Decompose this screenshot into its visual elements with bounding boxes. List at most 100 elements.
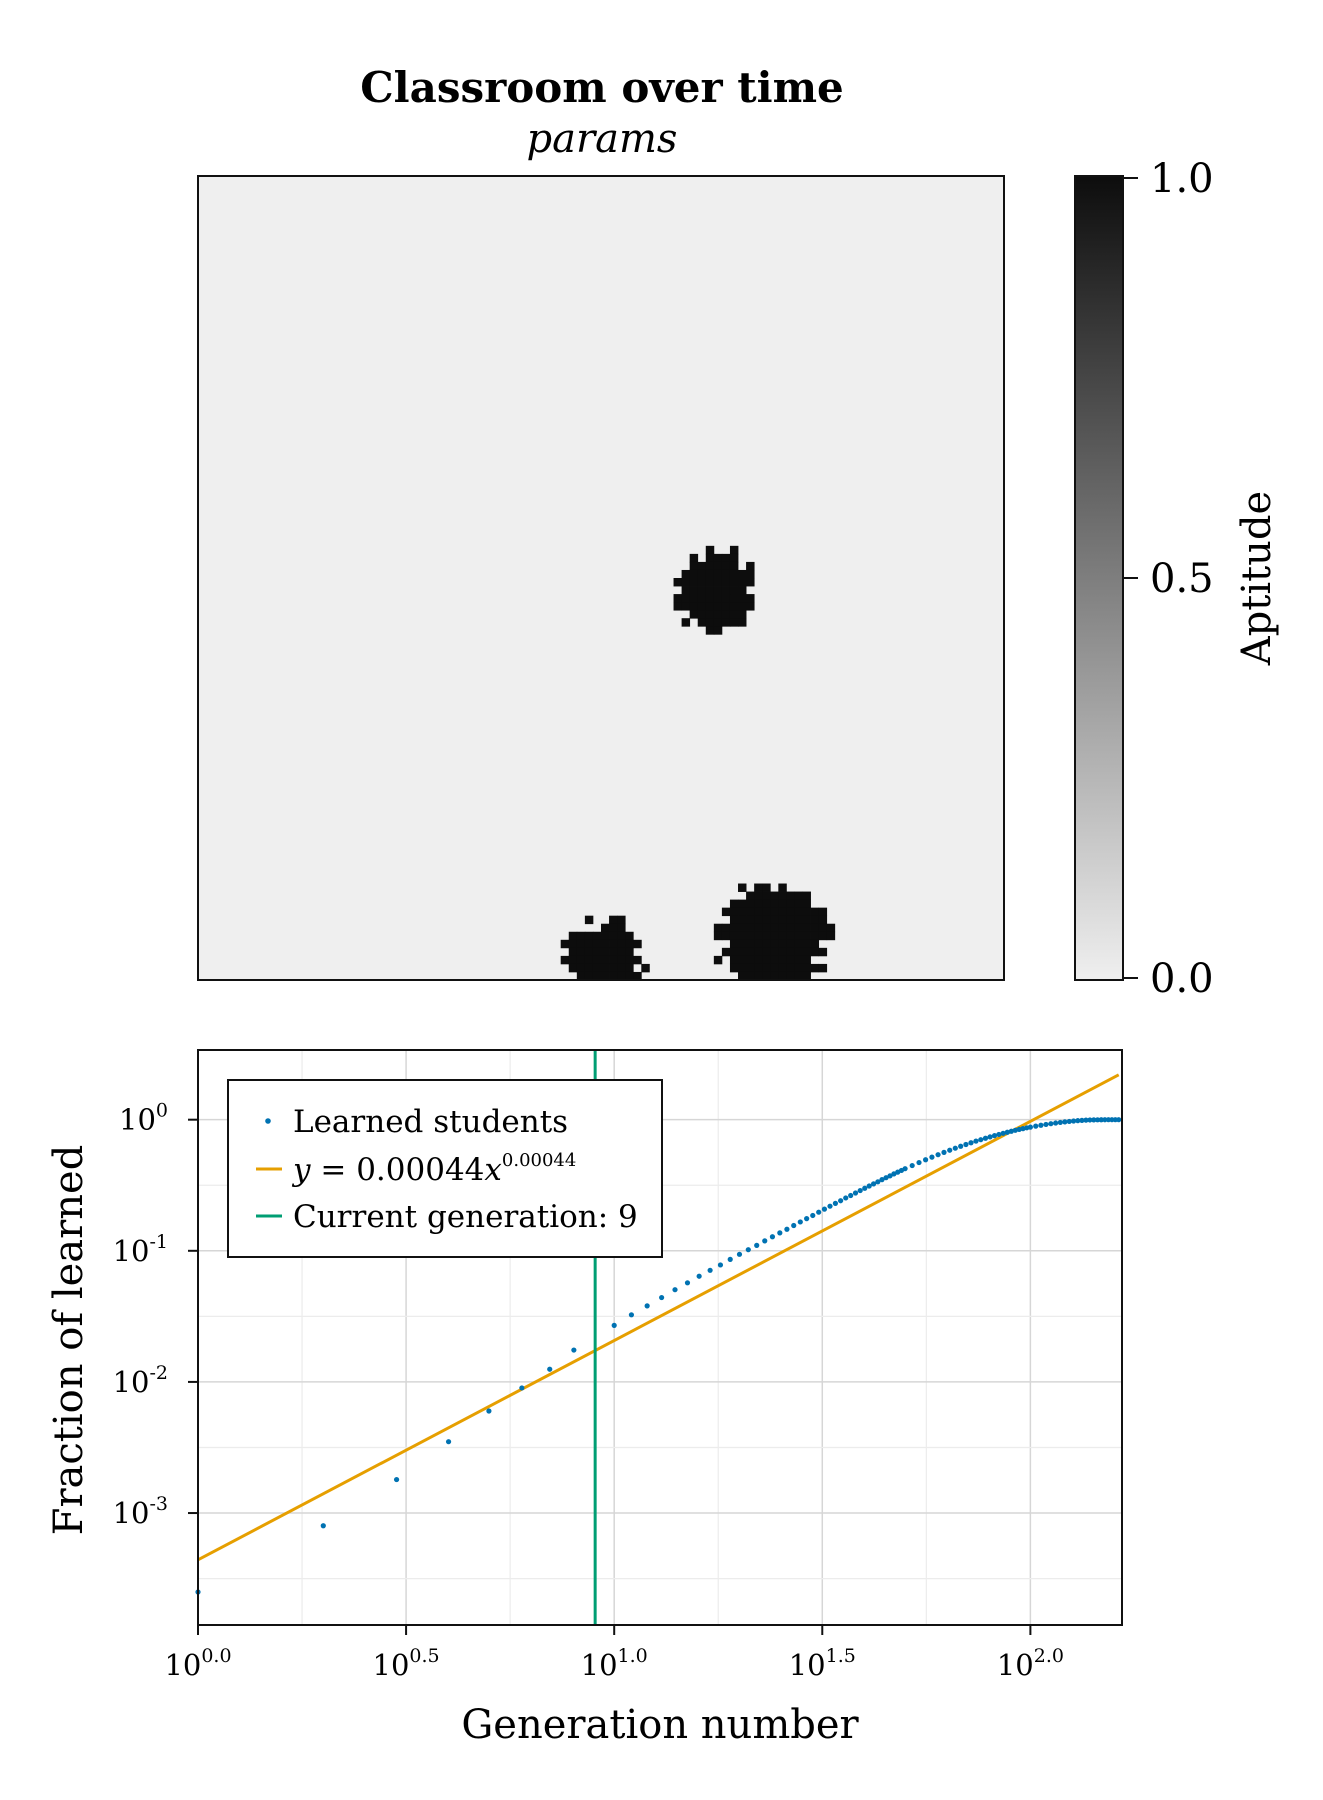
heatmap-cell [681, 618, 691, 627]
scatter-point [754, 1242, 760, 1248]
x-tick-label: 100.5 [373, 1645, 440, 1682]
colorbar-label: Aptitude [1234, 491, 1280, 666]
heatmap-cell [689, 610, 699, 619]
scatter-point [1012, 1127, 1018, 1133]
heatmap-cell [738, 939, 747, 949]
heatmap-cell [576, 947, 586, 957]
heatmap-cell [794, 971, 803, 981]
heatmap-cell [762, 947, 771, 957]
heatmap-cell [754, 971, 763, 981]
heatmap-cell [609, 923, 618, 933]
heatmap-cell [601, 923, 610, 933]
heatmap-cell [754, 923, 763, 933]
scatter-point [866, 1183, 872, 1189]
scatter-point [1070, 1118, 1077, 1124]
scatter-point [1053, 1120, 1059, 1126]
scatter-point [672, 1287, 678, 1293]
heatmap-cell [729, 923, 739, 933]
heatmap-cell [778, 923, 787, 933]
scatter-point [857, 1187, 863, 1194]
heatmap-cell [746, 907, 755, 917]
heatmap-cell [697, 569, 707, 579]
heatmap-cell [729, 907, 739, 917]
scatter-point [777, 1230, 783, 1236]
scatter-point [769, 1234, 776, 1240]
heatmap-cell [746, 602, 755, 611]
heatmap-cell [818, 923, 828, 933]
y-axis-ticks: 100 10-1 10-2 10-3 [113, 1100, 198, 1530]
heatmap-cell [729, 545, 739, 555]
heatmap-cell [738, 963, 747, 973]
heatmap-cell [576, 963, 586, 973]
heatmap-cell [770, 891, 779, 900]
heatmap-cell [802, 963, 811, 973]
scatter-point [519, 1385, 525, 1391]
heatmap-cell [681, 586, 691, 595]
heatmap-cell [721, 907, 731, 917]
heatmap-cell [754, 915, 763, 925]
heatmap-cell [576, 939, 586, 949]
heatmap-cell [689, 594, 699, 603]
heatmap-cell [641, 963, 650, 973]
heatmap-cell [729, 602, 739, 611]
heatmap-cell [609, 971, 618, 981]
heatmap-cell [609, 931, 618, 941]
scatter-point [486, 1408, 492, 1414]
heatmap-cell [738, 915, 747, 925]
heatmap-cell [713, 923, 723, 933]
scatter-point [659, 1294, 665, 1301]
heatmap-cell [818, 907, 828, 917]
heatmap-cell [584, 971, 594, 981]
y-tick-label: 10-2 [113, 1362, 168, 1399]
heatmap-cell [705, 561, 715, 571]
heatmap-frame [197, 175, 1005, 981]
heatmap-cell [810, 939, 820, 949]
heatmap-cell [802, 931, 811, 941]
heatmap-cell [778, 931, 787, 941]
heatmap-cell [729, 578, 739, 587]
scatter-point [987, 1134, 993, 1140]
heatmap-cell [584, 931, 594, 941]
heatmap-cell [617, 939, 626, 949]
scatter-point [848, 1192, 854, 1199]
scatter-point [611, 1322, 617, 1328]
heatmap-cell [778, 939, 787, 949]
heatmap-cell [713, 955, 723, 965]
heatmap-cell [576, 971, 586, 981]
scatter-point [922, 1157, 929, 1163]
heatmap-cell [601, 963, 610, 973]
heatmap-cell [786, 931, 795, 941]
heatmap-cell [697, 602, 707, 611]
heatmap-cell [754, 883, 763, 892]
heatmap-cell [746, 971, 755, 981]
scatter-point [1116, 1117, 1122, 1123]
heatmap-cell [738, 586, 747, 595]
heatmap-cell [738, 610, 747, 619]
heatmap-cell [592, 971, 602, 981]
heatmap-cell [681, 594, 691, 603]
heatmap-cell [754, 907, 763, 917]
heatmap-cell [738, 931, 747, 941]
heatmap-cell [802, 955, 811, 965]
heatmap-cell [746, 931, 755, 941]
scatter-point [791, 1222, 797, 1229]
scatter-point [1038, 1122, 1044, 1128]
scatter-point [952, 1145, 958, 1151]
heatmap-cell [778, 899, 787, 909]
heatmap-cell [738, 569, 747, 579]
scatter-point [1033, 1123, 1039, 1129]
heatmap-cell [705, 553, 715, 563]
scatter-point [875, 1179, 881, 1185]
heatmap-cell [576, 931, 586, 941]
heatmap-cell [713, 553, 723, 563]
scatter-point [393, 1476, 400, 1483]
y-axis-label: Fraction of learned [46, 1145, 92, 1536]
heatmap-cell [705, 545, 715, 555]
heatmap-cell [770, 955, 779, 965]
scatter-point [628, 1312, 635, 1318]
heatmap-cell [729, 610, 739, 619]
heatmap-cell [705, 578, 715, 587]
y-tick-label: 100 [119, 1100, 168, 1137]
heatmap-cell [729, 939, 739, 949]
heatmap-cell [601, 947, 610, 957]
